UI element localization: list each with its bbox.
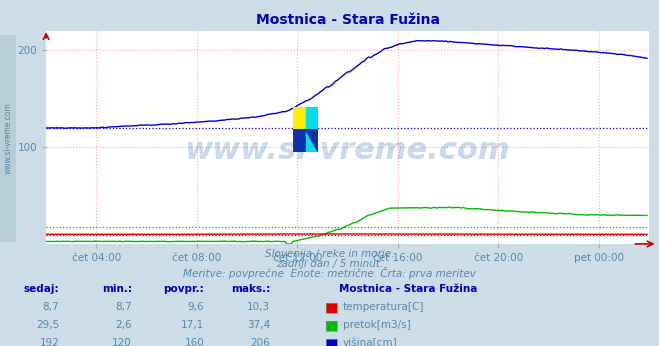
Text: 160: 160 — [185, 338, 204, 346]
Bar — [293, 107, 306, 130]
Text: pretok[m3/s]: pretok[m3/s] — [343, 320, 411, 330]
Polygon shape — [293, 130, 306, 152]
Text: Meritve: povprečne  Enote: metrične  Črta: prva meritev: Meritve: povprečne Enote: metrične Črta:… — [183, 267, 476, 280]
Text: temperatura[C]: temperatura[C] — [343, 302, 424, 312]
Text: 10,3: 10,3 — [247, 302, 270, 312]
Text: 2,6: 2,6 — [115, 320, 132, 330]
Bar — [306, 107, 318, 130]
Text: 17,1: 17,1 — [181, 320, 204, 330]
Text: zadnji dan / 5 minut.: zadnji dan / 5 minut. — [276, 259, 383, 269]
Polygon shape — [293, 130, 306, 152]
Text: www.si-vreme.com: www.si-vreme.com — [185, 136, 511, 165]
Text: 37,4: 37,4 — [247, 320, 270, 330]
Text: 192: 192 — [40, 338, 59, 346]
Text: min.:: min.: — [101, 284, 132, 294]
Text: sedaj:: sedaj: — [24, 284, 59, 294]
Text: 206: 206 — [250, 338, 270, 346]
Title: Mostnica - Stara Fužina: Mostnica - Stara Fužina — [256, 13, 440, 27]
Text: Slovenija / reke in morje.: Slovenija / reke in morje. — [265, 249, 394, 259]
Text: povpr.:: povpr.: — [163, 284, 204, 294]
Text: maks.:: maks.: — [231, 284, 270, 294]
Polygon shape — [306, 130, 318, 152]
Text: 9,6: 9,6 — [188, 302, 204, 312]
Text: Mostnica - Stara Fužina: Mostnica - Stara Fužina — [339, 284, 478, 294]
Text: višina[cm]: višina[cm] — [343, 338, 397, 346]
Text: 8,7: 8,7 — [43, 302, 59, 312]
Text: 29,5: 29,5 — [36, 320, 59, 330]
Text: 8,7: 8,7 — [115, 302, 132, 312]
Text: www.si-vreme.com: www.si-vreme.com — [4, 102, 13, 174]
Text: 120: 120 — [112, 338, 132, 346]
Polygon shape — [306, 130, 318, 152]
